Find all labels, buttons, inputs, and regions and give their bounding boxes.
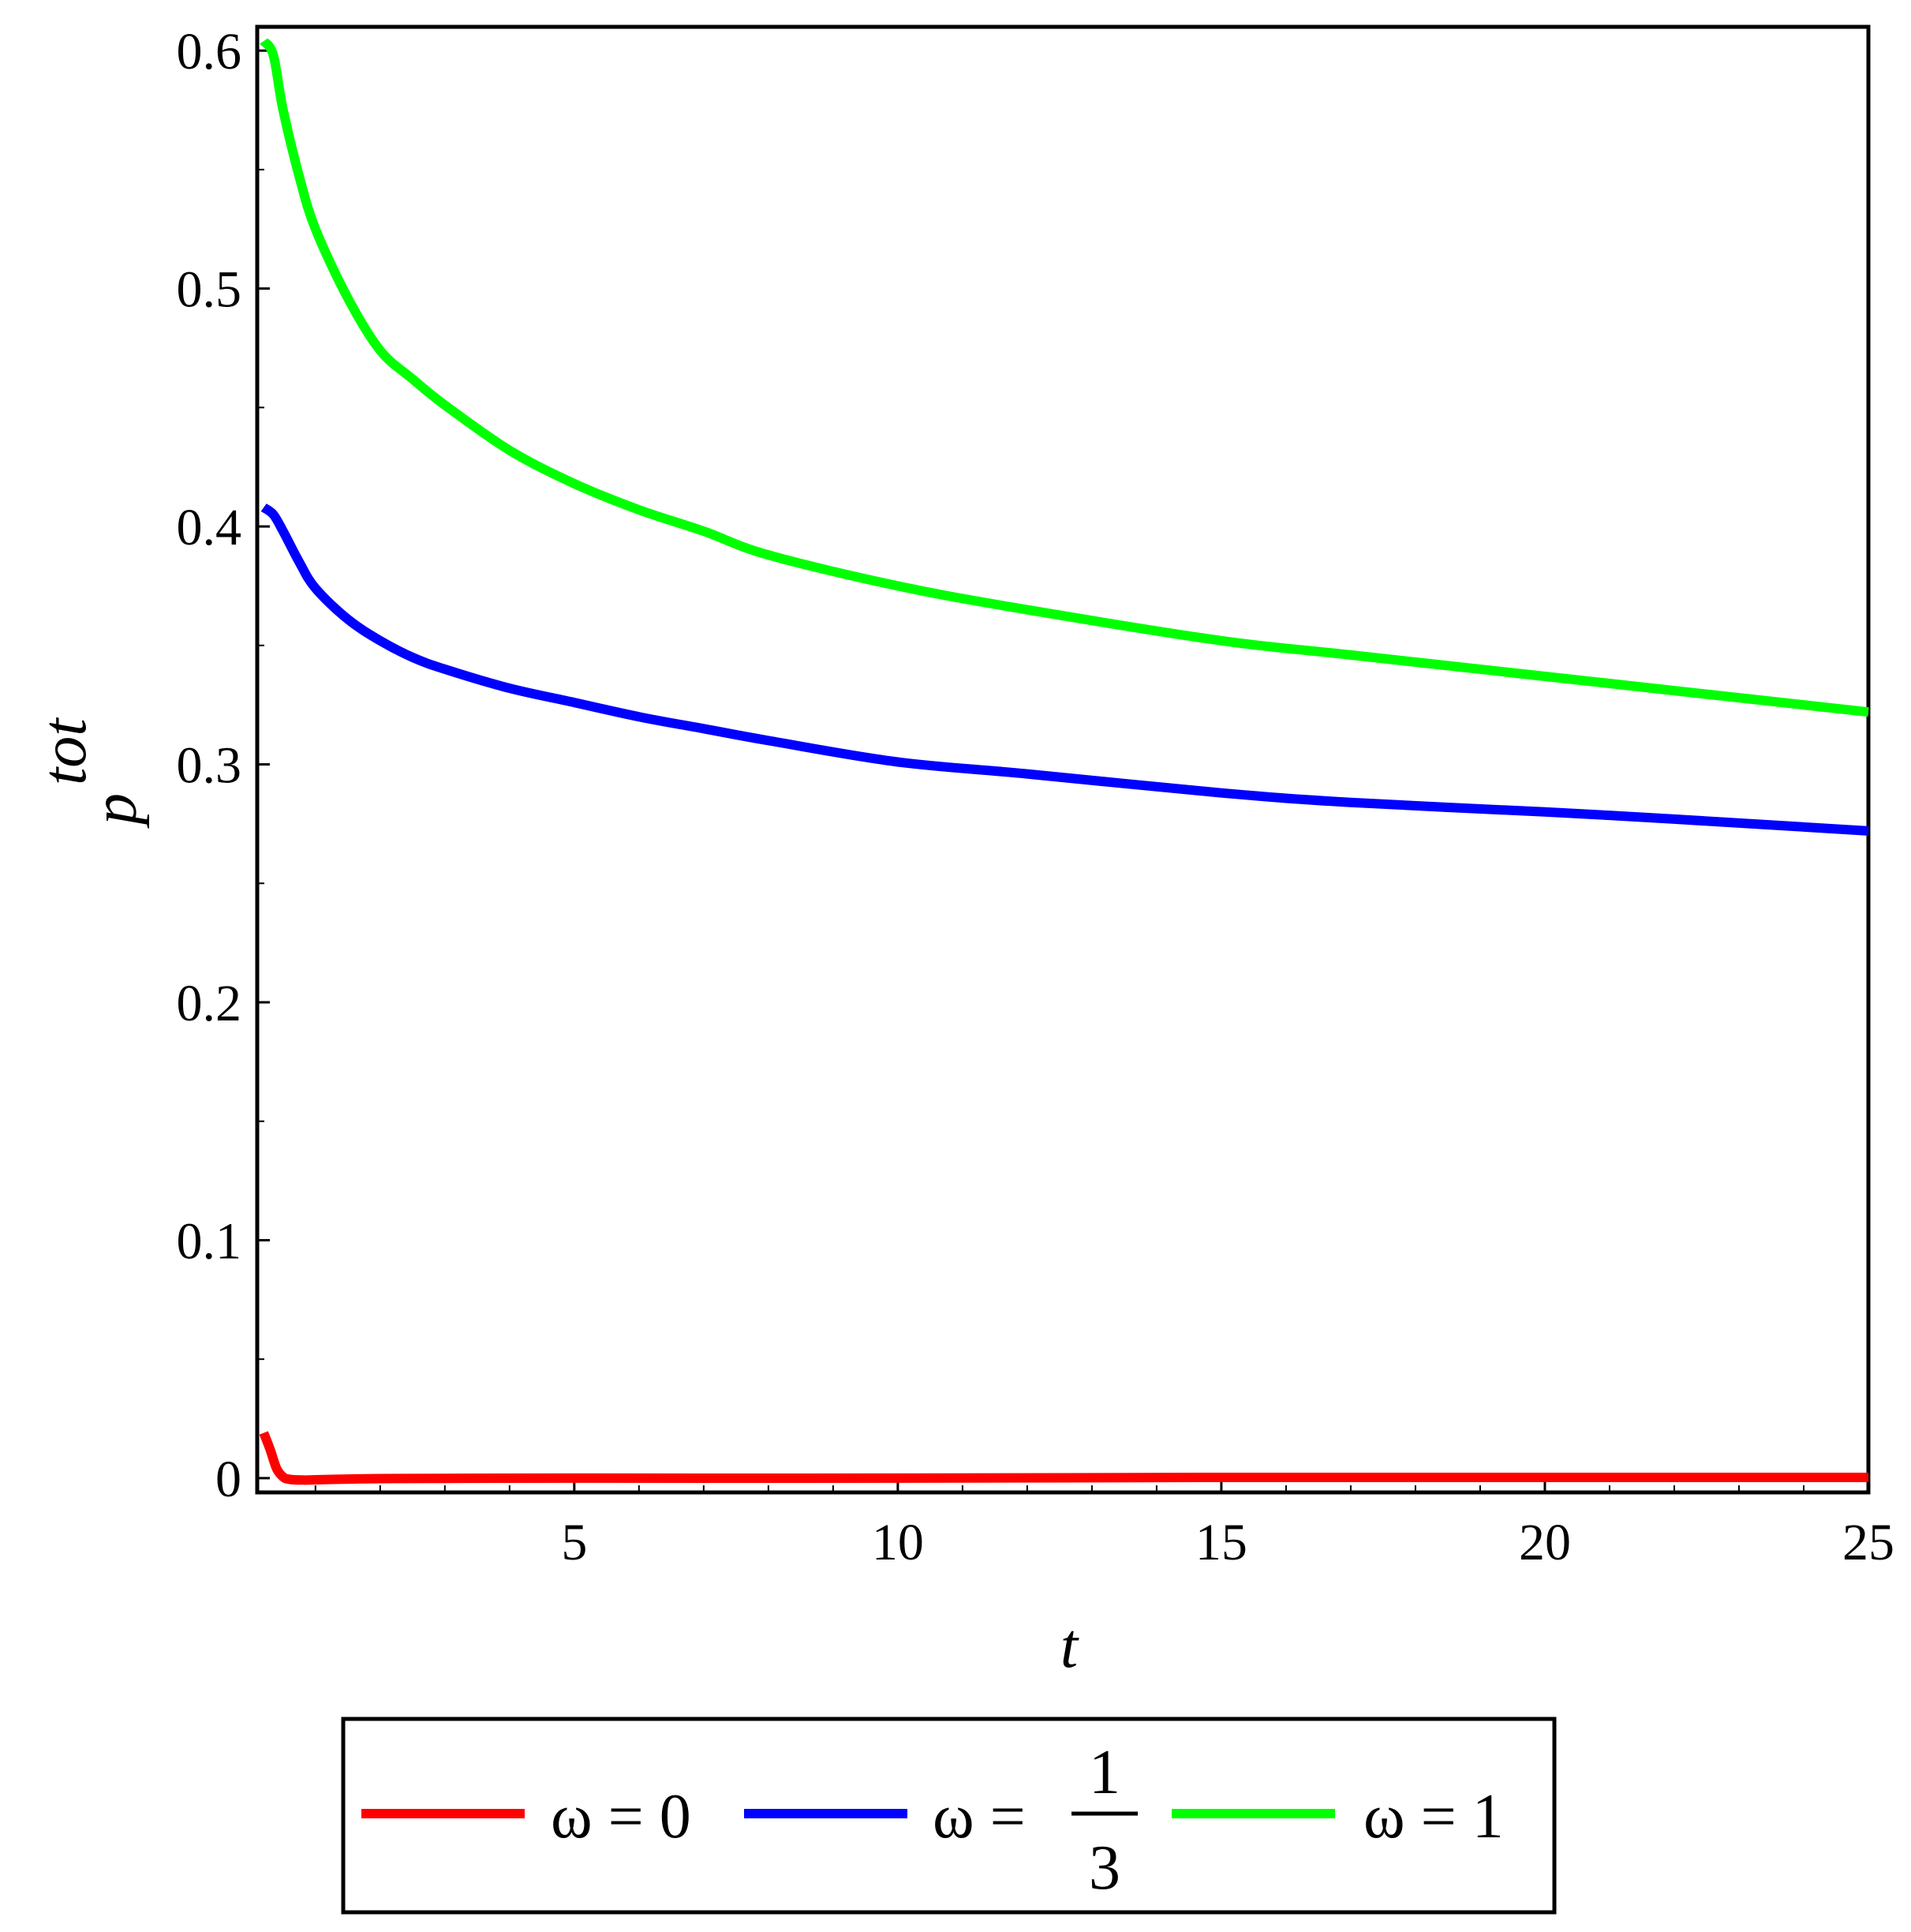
legend-label-omega-1: ω = 1 bbox=[1363, 1782, 1504, 1852]
legend-fraction-numerator: 1 bbox=[1089, 1738, 1120, 1807]
y-axis-title: p tot bbox=[30, 717, 150, 829]
y-tick-label: 0.6 bbox=[177, 23, 242, 80]
y-axis-ticks: 0 0.1 0.2 0.3 0.4 0.5 0.6 bbox=[177, 23, 270, 1508]
y-tick-label: 0.4 bbox=[177, 499, 242, 556]
series-line-omega-0 bbox=[259, 1431, 1868, 1485]
legend-box bbox=[341, 1717, 1557, 1915]
legend-label-omega-0: ω = 0 bbox=[551, 1782, 691, 1852]
y-tick-label: 0.1 bbox=[177, 1212, 242, 1270]
series-line-omega-1 bbox=[260, 38, 1869, 717]
series-line-omega-one-third bbox=[260, 503, 1869, 836]
y-axis-title-superscript: tot bbox=[30, 717, 99, 785]
x-tick-label: 25 bbox=[1842, 1514, 1894, 1571]
x-axis-title: t bbox=[1060, 1612, 1079, 1681]
y-tick-label: 0.5 bbox=[177, 261, 242, 319]
y-tick-label: 0.2 bbox=[177, 975, 242, 1032]
legend: ω = 0 ω = 1 3 ω = 1 bbox=[341, 1717, 1557, 1915]
x-axis-ticks: 5 10 15 20 25 bbox=[314, 1480, 1894, 1571]
x-tick-label: 5 bbox=[561, 1514, 587, 1571]
x-tick-label: 10 bbox=[872, 1514, 924, 1571]
x-tick-label: 20 bbox=[1519, 1514, 1571, 1571]
y-tick-label: 0.3 bbox=[177, 737, 242, 795]
plot-frame bbox=[255, 24, 1871, 1495]
x-tick-label: 15 bbox=[1195, 1514, 1247, 1571]
y-tick-label: 0 bbox=[215, 1451, 241, 1508]
legend-fraction-denominator: 3 bbox=[1089, 1833, 1120, 1903]
legend-label-omega-prefix: ω = bbox=[933, 1782, 1026, 1852]
series-layer bbox=[259, 38, 1869, 1485]
y-axis-title-main: p bbox=[80, 793, 150, 829]
